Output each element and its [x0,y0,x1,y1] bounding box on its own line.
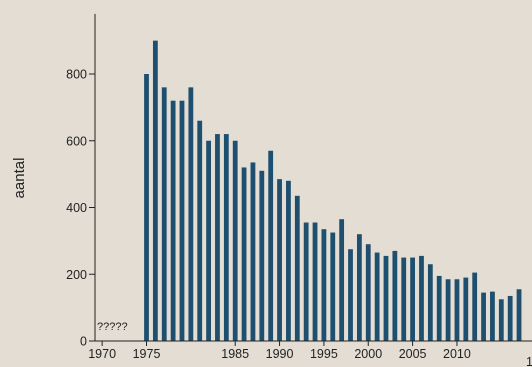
x-tick-label: 2005 [399,347,427,361]
bar-2006 [419,255,424,341]
y-tick-label: 600 [66,134,87,148]
bar-2003 [392,250,398,341]
bar-2008 [436,275,442,341]
bar-2005 [410,257,415,341]
bar-1988 [259,170,265,341]
y-tick-label: 0 [80,335,87,349]
bar-1975 [144,74,149,341]
bar-1977 [161,87,167,341]
x-tick-label: 1990 [266,347,294,361]
x-axis-ticks: 1970 1975 1985 1990 1995 2000 2005 2010 [88,341,471,361]
bar-2009 [445,279,451,341]
x-tick-label: 2010 [443,347,471,361]
bar-1983 [215,134,220,341]
bar-2013 [481,292,486,341]
y-axis-ticks: 0 200 400 600 800 [66,68,95,349]
bar-1987 [250,162,256,341]
bar-1982 [206,140,211,341]
missing-data-annotation: ????? [97,321,128,333]
bar-2012 [472,272,478,341]
x-tick-label: 1970 [88,347,116,361]
bar-1980 [188,87,194,341]
y-tick-label: 200 [66,268,87,282]
bars-group [144,40,522,341]
bar-1978 [170,100,176,341]
bar-1981 [197,120,203,341]
bar-1989 [268,150,274,341]
bar-1976 [152,40,158,341]
bar-2002 [383,255,389,341]
bar-2004 [401,257,407,341]
bar-1986 [241,167,247,341]
x-tick-label: 1975 [133,347,161,361]
bar-1985 [232,140,238,341]
bar-2007 [427,264,433,341]
bar-2017 [516,289,522,341]
bar-1992 [294,195,300,341]
y-tick-label: 400 [66,201,87,215]
bar-2000 [365,244,371,341]
bar-1984 [223,134,229,341]
bar-1990 [277,179,282,341]
bar-2011 [463,277,469,341]
bar-2001 [374,252,380,341]
y-axis-label: aantal [11,158,28,199]
bar-2016 [507,295,513,341]
y-tick-label: 800 [66,68,87,82]
bar-1991 [286,180,291,341]
bar-1999 [356,234,362,341]
bar-1998 [348,249,353,341]
bar-1993 [303,222,309,341]
bar-2015 [498,299,504,341]
x-tick-label: 2000 [354,347,382,361]
bar-1997 [339,219,345,341]
bar-2014 [490,291,495,341]
bar-1979 [179,100,185,341]
x-tick-label: 1985 [221,347,249,361]
x-tick-label-truncated: 1 [526,355,532,367]
bar-1996 [330,232,336,341]
bar-2010 [454,279,460,341]
x-tick-label: 1995 [310,347,338,361]
bar-1994 [312,222,318,341]
bar-1995 [321,229,327,341]
